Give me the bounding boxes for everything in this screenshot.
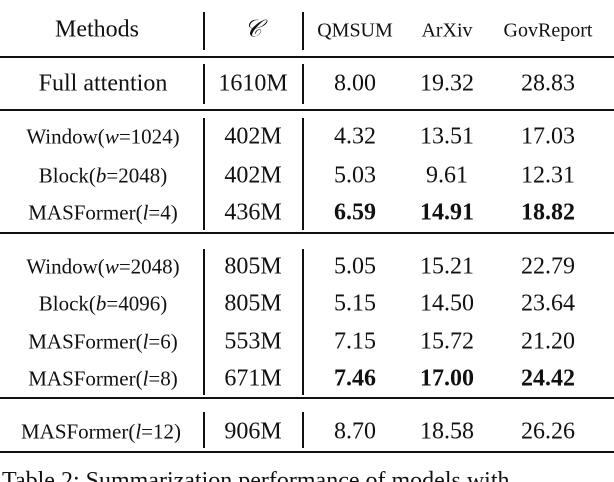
method-cell: Window(w=2048): [26, 255, 179, 280]
method-text: =4): [148, 200, 178, 225]
params-cell: 553M: [224, 328, 282, 355]
method-text: =6): [148, 329, 178, 354]
params-cell: 805M: [224, 253, 282, 280]
method-text: MASFormer(: [28, 200, 143, 225]
score-cell: 5.15: [334, 290, 376, 317]
score-cell: 19.32: [420, 70, 474, 97]
params-cell: 402M: [224, 162, 282, 189]
column-rule: [302, 412, 304, 448]
method-cell: MASFormer(l=8): [28, 367, 178, 392]
rule: [0, 109, 614, 111]
column-rule: [302, 12, 304, 50]
score-cell: 7.46: [334, 365, 376, 392]
params-cell: 805M: [224, 290, 282, 317]
column-rule: [302, 249, 304, 395]
method-cell: Block(b=2048): [39, 164, 168, 189]
score-cell: 14.91: [420, 199, 474, 226]
score-cell: 4.32: [334, 123, 376, 150]
method-cell: Block(b=4096): [39, 292, 168, 317]
method-text: MASFormer(: [28, 329, 143, 354]
column-rule: [203, 64, 205, 104]
method-cell: Window(w=1024): [26, 125, 179, 150]
rule: [0, 56, 614, 58]
column-rule: [302, 118, 304, 230]
header-dataset: QMSUM: [317, 19, 393, 42]
params-cell: 402M: [224, 123, 282, 150]
header-methods: Methods: [55, 16, 139, 43]
column-rule: [203, 249, 205, 395]
method-text: MASFormer(: [20, 419, 136, 444]
method-text: Full attention: [38, 70, 168, 97]
rule: [0, 451, 614, 453]
column-rule: [203, 118, 205, 230]
method-text: =2048): [118, 254, 180, 279]
column-rule: [203, 412, 205, 448]
header-dataset: ArXiv: [421, 19, 473, 42]
score-cell: 15.21: [420, 253, 474, 280]
rule: [0, 397, 614, 399]
score-cell: 12.31: [521, 162, 575, 189]
score-cell: 24.42: [521, 365, 575, 392]
score-cell: 7.15: [334, 328, 376, 355]
column-rule: [302, 64, 304, 104]
params-cell: 906M: [224, 418, 282, 445]
method-text: w: [104, 124, 119, 149]
score-cell: 18.82: [521, 199, 575, 226]
score-cell: 8.00: [334, 70, 376, 97]
score-cell: 26.26: [521, 418, 575, 445]
method-cell: MASFormer(l=12): [21, 420, 181, 445]
score-cell: 28.83: [521, 70, 575, 97]
method-text: =8): [148, 366, 178, 391]
method-text: b: [95, 163, 107, 188]
method-cell: MASFormer(l=4): [28, 201, 178, 226]
method-text: l: [135, 419, 142, 444]
method-text: =2048): [106, 163, 168, 188]
score-cell: 6.59: [334, 199, 376, 226]
score-cell: 22.79: [521, 253, 575, 280]
score-cell: 9.61: [426, 162, 468, 189]
method-text: w: [104, 254, 119, 279]
score-cell: 17.00: [420, 365, 474, 392]
score-cell: 14.50: [420, 290, 474, 317]
score-cell: 23.64: [521, 290, 575, 317]
header-c: 𝒞: [244, 16, 262, 43]
column-rule: [203, 12, 205, 50]
method-text: Window(: [26, 254, 105, 279]
score-cell: 21.20: [521, 328, 575, 355]
method-cell: MASFormer(l=6): [28, 330, 178, 355]
method-text: Block(: [38, 291, 96, 316]
method-text: b: [95, 291, 107, 316]
params-cell: 436M: [224, 199, 282, 226]
method-text: =4096): [106, 291, 168, 316]
method-text: Window(: [26, 124, 105, 149]
method-cell: Full attention: [39, 71, 168, 98]
method-text: l: [142, 200, 149, 225]
method-text: MASFormer(: [28, 366, 143, 391]
score-cell: 5.05: [334, 253, 376, 280]
params-cell: 671M: [224, 365, 282, 392]
score-cell: 15.72: [420, 328, 474, 355]
method-text: =1024): [118, 124, 180, 149]
score-cell: 18.58: [420, 418, 474, 445]
method-text: =12): [141, 419, 182, 444]
rule: [0, 232, 614, 234]
score-cell: 13.51: [420, 123, 474, 150]
header-dataset: GovReport: [503, 19, 593, 42]
score-cell: 8.70: [334, 418, 376, 445]
score-cell: 5.03: [334, 162, 376, 189]
params-cell: 1610M: [218, 70, 288, 97]
method-text: l: [142, 366, 149, 391]
caption: Table 2: Summarization performance of mo…: [2, 468, 510, 482]
score-cell: 17.03: [521, 123, 575, 150]
method-text: Block(: [38, 163, 96, 188]
method-text: l: [142, 329, 149, 354]
